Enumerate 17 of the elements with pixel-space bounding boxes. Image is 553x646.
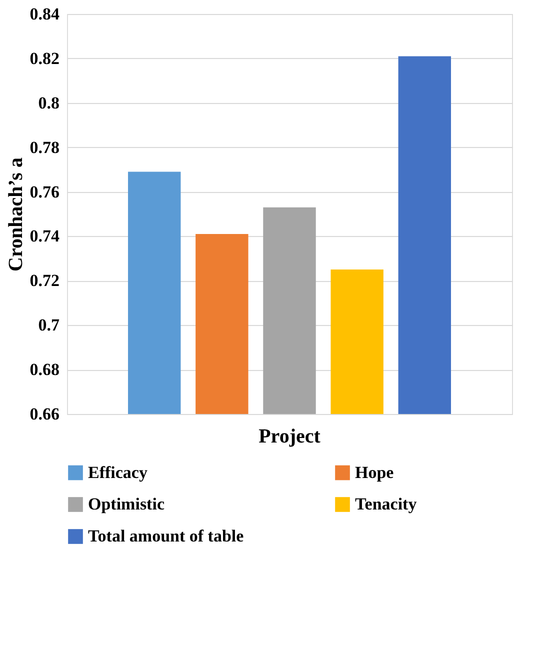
- y-tick-label: 0.7: [38, 316, 60, 335]
- legend-label: Total amount of table: [88, 526, 244, 546]
- y-tick-label: 0.8: [38, 93, 60, 112]
- y-tick-label: 0.68: [30, 360, 60, 380]
- y-tick-label: 0.82: [30, 48, 60, 68]
- y-tick-label: 0.76: [30, 182, 60, 202]
- y-tick-label: 0.66: [30, 404, 60, 424]
- legend-label: Efficacy: [88, 462, 148, 482]
- legend-label: Hope: [355, 462, 394, 482]
- y-axis-title: Cronhach’s a: [4, 158, 27, 272]
- legend-label: Tenacity: [355, 494, 418, 514]
- y-tick-label: 0.84: [30, 4, 60, 24]
- legend-label: Optimistic: [88, 494, 165, 514]
- y-tick-label: 0.72: [30, 271, 60, 290]
- y-tick-label: 0.78: [30, 138, 60, 157]
- x-tick-label: Project: [258, 426, 321, 448]
- y-tick-label: 0.74: [30, 226, 60, 246]
